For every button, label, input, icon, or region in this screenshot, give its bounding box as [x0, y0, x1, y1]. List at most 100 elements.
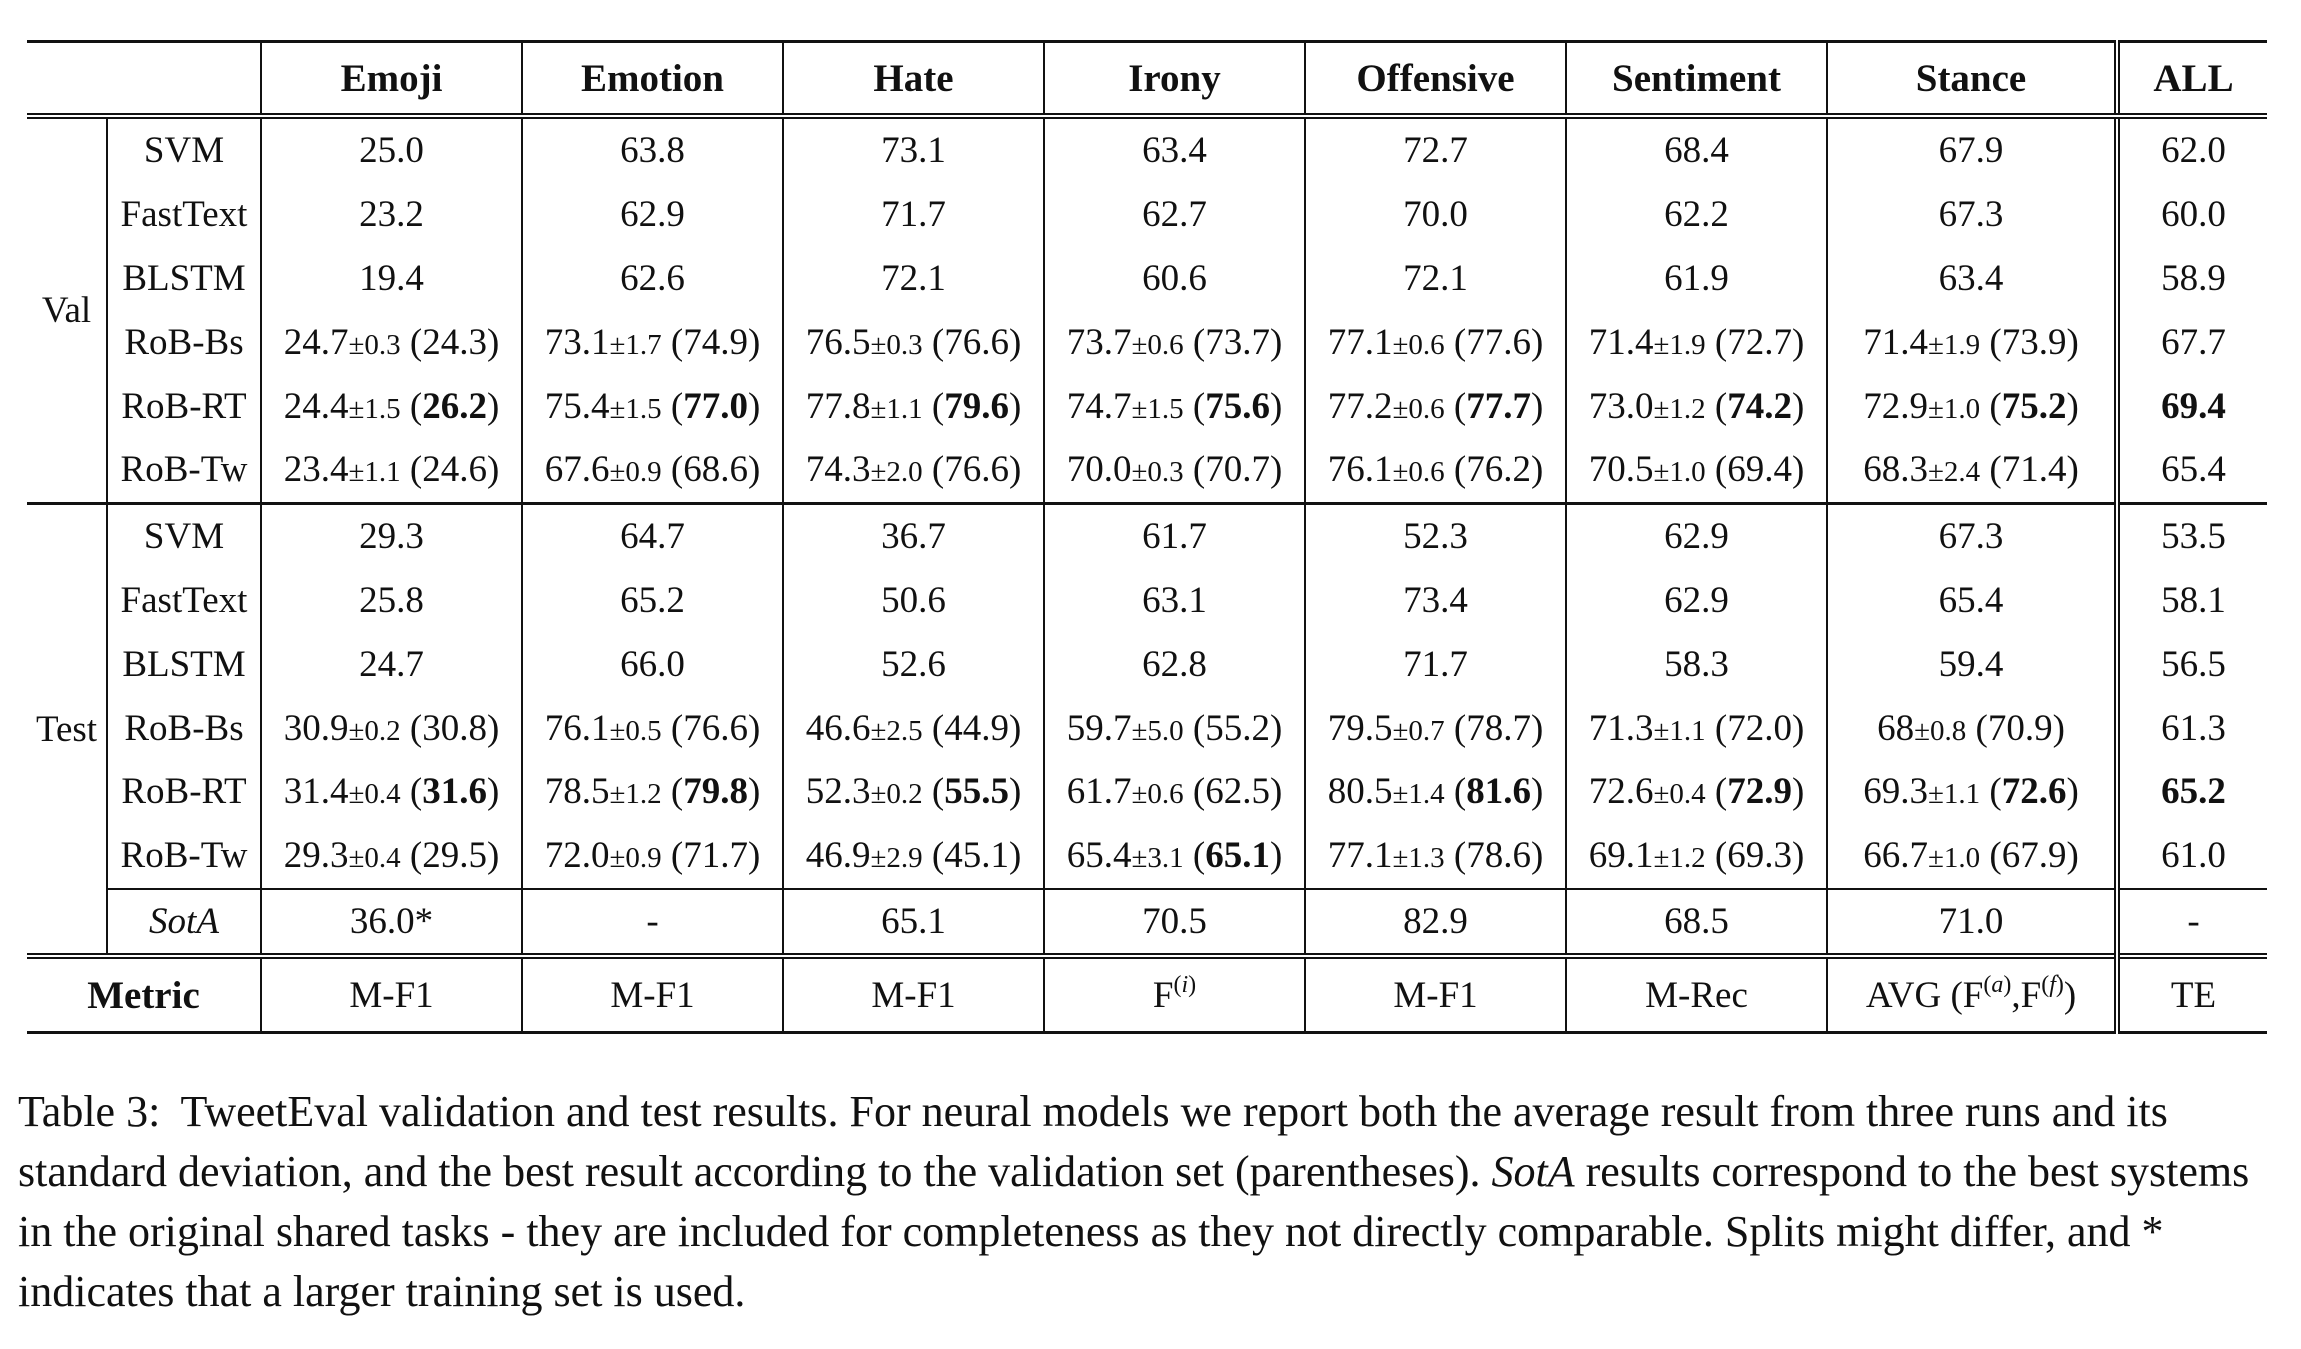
metric-text: M-F1 [1393, 974, 1478, 1016]
table-row: FastText 25.8 65.2 50.6 63.1 73.4 62.9 65.4 58.1 [27, 568, 2267, 633]
mean-value: 59.4 [1938, 643, 2004, 685]
result-cell: 69.3±1.1 (72.6) [1826, 759, 2117, 824]
result-cell: 30.9±0.2 (30.8) [260, 696, 522, 760]
metric-text: M-F1 [871, 974, 956, 1016]
result-cell: 46.9±2.9 (45.1) [782, 823, 1044, 889]
best-value: (72.0) [1714, 707, 1805, 749]
result-cell: 65.4 [1826, 568, 2117, 633]
result-cell: 68.4 [1565, 114, 1827, 183]
mean-value: 67.7 [2161, 321, 2226, 363]
model-name: RoB-RT [106, 374, 261, 438]
mean-value: 25.8 [359, 579, 424, 621]
mean-value: 77.1 [1327, 835, 1393, 877]
mean-value: 66.0 [620, 643, 685, 685]
best-value: (76.6) [931, 449, 1022, 491]
result-cell: 63.4 [1043, 114, 1305, 183]
std-dev: ±0.9 [609, 842, 662, 875]
mean-value: 78.5 [544, 771, 610, 813]
std-dev: ±0.3 [1131, 456, 1184, 489]
mean-value: 56.5 [2161, 643, 2226, 685]
result-cell: 72.1 [782, 246, 1044, 311]
sota-cell: 36.0* [260, 887, 522, 957]
mean-value: 23.4 [283, 449, 349, 491]
mean-value: 62.2 [1664, 194, 1729, 236]
mean-value: 61.0 [2161, 835, 2226, 877]
result-cell: 79.5±0.7 (78.7) [1304, 696, 1566, 760]
metric-label: Metric [27, 953, 261, 1035]
mean-value: 72.1 [1403, 257, 1468, 299]
std-dev: ±2.4 [1927, 456, 1981, 489]
result-cell: 64.7 [521, 501, 783, 569]
std-dev: ±2.0 [870, 456, 923, 489]
result-cell: 62.0 [2114, 114, 2267, 183]
best-value: (78.7) [1453, 707, 1544, 749]
best-value: 77.7 [1466, 385, 1531, 427]
result-cell: 77.8±1.1 (79.6) [782, 374, 1044, 438]
table-row: RoB-RT 31.4±0.4 (31.6) 78.5±1.2 (79.8) 52.3… [27, 759, 2267, 824]
mean-value: 70.5 [1588, 449, 1654, 491]
best-value: 55.5 [944, 771, 1009, 813]
table-header: Emoji Emotion Hate Irony Offensive Sentiment S… [27, 40, 2267, 119]
result-cell: 67.3 [1826, 501, 2117, 569]
mean-value: 24.4 [283, 385, 349, 427]
mean-value: 62.9 [620, 194, 685, 236]
mean-value: 24.7 [283, 321, 349, 363]
result-cell: 62.9 [521, 182, 783, 247]
best-value: (71.4) [1989, 449, 2079, 491]
mean-value: 30.9 [283, 707, 349, 749]
table-row: RoB-Tw 29.3±0.4 (29.5) 72.0±0.9 (71.7) 46.9… [27, 823, 2267, 889]
mean-value: 71.4 [1863, 321, 1928, 363]
mean-value: 63.4 [1938, 257, 2004, 299]
metric-cell: M-F1 [782, 953, 1044, 1035]
split-label: Val [27, 114, 107, 504]
best-value: 75.2 [2001, 385, 2067, 427]
best-value: 31.6 [422, 771, 487, 813]
sota-cell: - [2114, 887, 2267, 957]
column-header-offensive: Offensive [1304, 40, 1566, 119]
table-row: BLSTM 19.4 62.6 72.1 60.6 72.1 61.9 63.4 58.9 [27, 246, 2267, 311]
best-value: (74.9) [670, 321, 761, 363]
result-cell: 25.8 [260, 568, 522, 633]
table-row: BLSTM 24.7 66.0 52.6 62.8 71.7 58.3 59.4 56.5 [27, 632, 2267, 697]
mean-value: 62.9 [1664, 579, 1729, 621]
column-header-stance: Stance [1826, 40, 2117, 119]
mean-value: 65.4 [1066, 835, 1132, 877]
model-name: RoB-Tw [106, 437, 261, 504]
best-value: 72.9 [1727, 771, 1792, 813]
mean-value: 58.1 [2161, 579, 2226, 621]
mean-value: 63.4 [1142, 130, 1207, 172]
result-cell: 76.1±0.5 (76.6) [521, 696, 783, 760]
best-value: (62.5) [1192, 771, 1283, 813]
best-value: (78.6) [1453, 835, 1544, 877]
column-header-irony: Irony [1043, 40, 1305, 119]
result-cell: 69.4 [2114, 374, 2267, 438]
result-cell: 63.1 [1043, 568, 1305, 633]
mean-value: 68.4 [1664, 130, 1729, 172]
result-cell: 58.3 [1565, 632, 1827, 697]
metric-text: M-F1 [610, 974, 695, 1016]
std-dev: ±1.9 [1653, 328, 1706, 361]
std-dev: ±2.5 [870, 714, 923, 747]
result-cell: 29.3 [260, 501, 522, 569]
mean-value: 80.5 [1327, 771, 1393, 813]
std-dev: ±5.0 [1131, 714, 1184, 747]
metric-cell: M-F1 [260, 953, 522, 1035]
std-dev: ±0.6 [1392, 456, 1445, 489]
mean-value: 65.2 [620, 579, 685, 621]
mean-value: 70.0 [1066, 449, 1132, 491]
mean-value: 73.1 [544, 321, 610, 363]
std-dev: ±0.9 [609, 456, 662, 489]
result-cell: 73.7±0.6 (73.7) [1043, 310, 1305, 375]
result-cell: 60.6 [1043, 246, 1305, 311]
mean-value: 65.4 [1938, 579, 2004, 621]
result-cell: 63.8 [521, 114, 783, 183]
result-cell: 24.7 [260, 632, 522, 697]
mean-value: 63.8 [620, 130, 685, 172]
std-dev: ±0.4 [348, 778, 401, 811]
caption-label: Table 3: [18, 1087, 161, 1136]
mean-value: 52.6 [881, 643, 946, 685]
mean-value: 58.9 [2161, 257, 2226, 299]
metric-cell: M-F1 [521, 953, 783, 1035]
mean-value: 72.7 [1403, 130, 1468, 172]
std-dev: ±1.1 [348, 456, 401, 489]
